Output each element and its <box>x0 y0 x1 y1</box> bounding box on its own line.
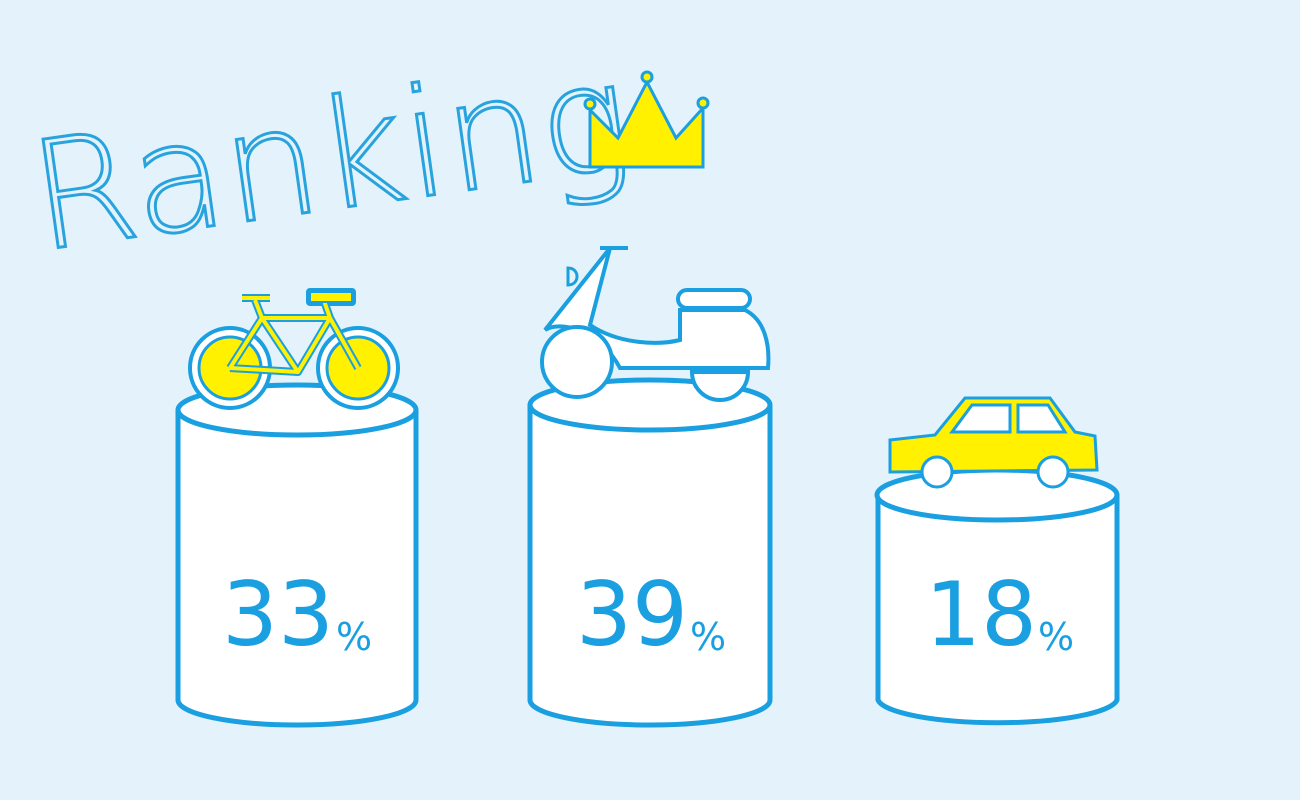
podium-2 <box>527 377 773 728</box>
percent-value: 39 <box>576 563 688 666</box>
bicycle-icon <box>188 288 400 410</box>
label-2: 39 % <box>576 563 726 666</box>
podium-1 <box>175 382 419 728</box>
percent-value: 18 <box>925 563 1037 666</box>
label-1: 33 % <box>222 563 372 666</box>
percent-unit: % <box>1038 615 1074 659</box>
percent-unit: % <box>690 615 726 659</box>
percent-unit: % <box>336 615 372 659</box>
car-icon <box>888 396 1099 489</box>
crown <box>583 70 710 169</box>
scooter-icon <box>540 246 771 402</box>
percent-value: 33 <box>222 563 334 666</box>
label-3: 18 % <box>925 563 1074 666</box>
